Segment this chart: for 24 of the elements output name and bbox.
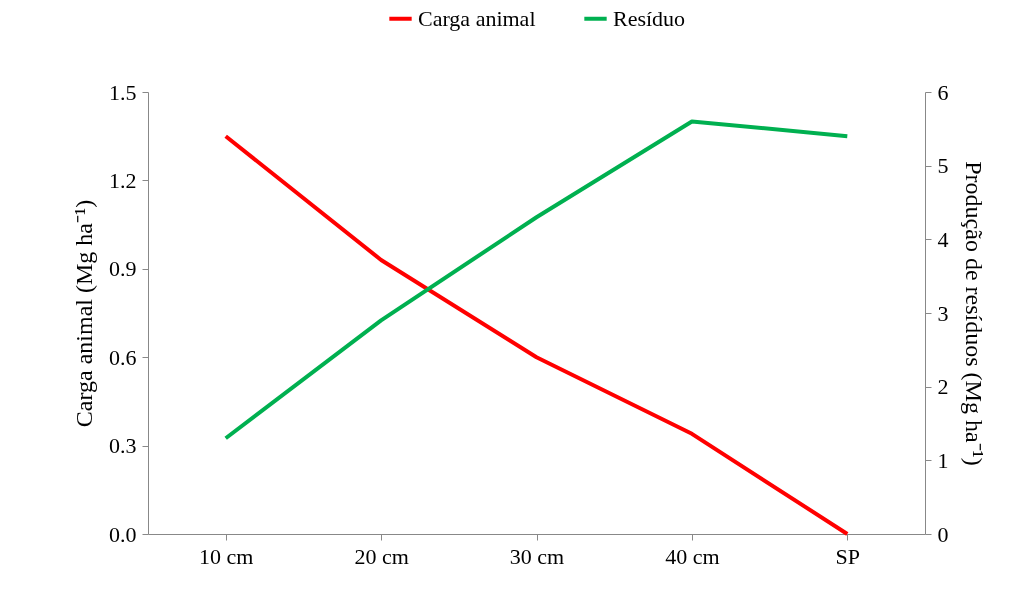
x-tick-label: 30 cm [509,543,565,569]
line-series [223,134,850,536]
y-tick-label: 1.5 [109,79,137,105]
y-tick-label: 1.2 [109,167,137,193]
y-tick-label: 0.9 [109,256,137,282]
y2-tick-label: 4 [937,226,949,252]
y2-axis-title: Produção de resíduos (Mg ha⁻¹) [960,161,987,466]
y-tick-label: 0.6 [109,344,137,370]
legend-label: Resíduo [613,5,686,31]
y2-tick-label: 0 [937,521,949,547]
y-axis-title: Carga animal (Mg ha⁻¹) [71,199,97,428]
line-series [223,119,850,441]
y2-tick-label: 1 [937,447,949,473]
y-tick-label: 0.0 [109,521,137,547]
y2-tick-label: 6 [937,79,949,105]
x-tick-label: 20 cm [354,543,409,569]
y2-tick-label: 3 [937,300,949,326]
y2-tick-label: 2 [937,374,949,400]
y-tick-label: 0.3 [109,433,137,459]
x-tick-label: 10 cm [199,543,254,569]
x-tick-label: 40 cm [665,543,720,569]
x-tick-label: SP [835,543,861,569]
y2-tick-label: 5 [937,153,949,179]
legend-label: Carga animal [418,5,536,31]
